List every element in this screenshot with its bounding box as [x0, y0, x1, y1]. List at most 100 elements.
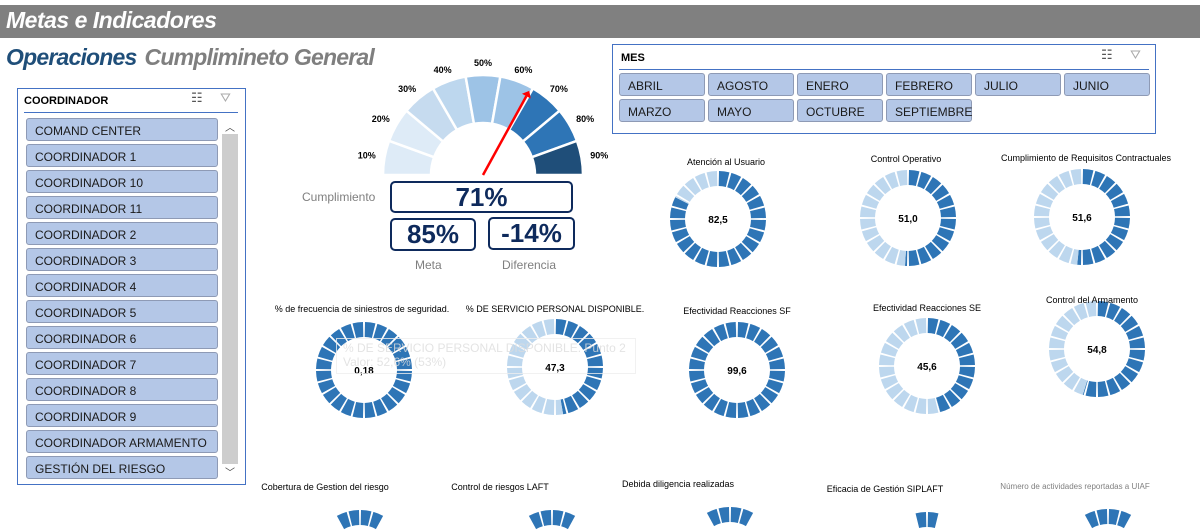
scroll-down-icon[interactable]: ﹀: [225, 468, 235, 479]
coordinador-item[interactable]: COORDINADOR 10: [26, 170, 218, 193]
donut-segment: [1055, 315, 1074, 332]
mes-item[interactable]: ENERO: [797, 73, 883, 96]
gauge-tick-label: 10%: [358, 151, 376, 161]
mes-item[interactable]: AGOSTO: [708, 73, 794, 96]
multi-select-icon[interactable]: ☷: [191, 91, 203, 106]
area-title: Operaciones: [6, 44, 137, 70]
donut-segment: [925, 241, 942, 260]
donut-segment: [917, 171, 932, 190]
donut-segment: [1110, 226, 1129, 241]
clear-filter-icon[interactable]: ⛛: [220, 91, 231, 106]
donut-segment: [676, 185, 695, 202]
donut-segment: [316, 358, 332, 370]
multi-select-icon[interactable]: ☷: [1101, 48, 1113, 63]
donut-segment: [689, 358, 705, 370]
donut-segment: [1040, 183, 1059, 200]
donut-title: Cumplimiento de Requisitos Contractuales: [1000, 153, 1172, 163]
mes-item[interactable]: MAYO: [708, 99, 794, 122]
donut-segment: [675, 195, 690, 205]
donut-segment: [1105, 234, 1124, 251]
donut-title: Control Operativo: [870, 154, 942, 164]
donut-title: Efectividad Reacciones SE: [872, 303, 982, 313]
donut-segment: [950, 332, 969, 349]
coordinador-item[interactable]: COORDINADOR 6: [26, 326, 218, 349]
mes-item[interactable]: SEPTIEMBRE: [886, 99, 972, 122]
donut-segment: [369, 511, 384, 530]
donut-segment: [392, 346, 411, 361]
donut-segment: [725, 322, 737, 338]
donut-segment: [940, 206, 956, 218]
scroll-thumb[interactable]: [222, 134, 238, 464]
donut-segment: [1077, 249, 1082, 265]
donut-title: % de frecuencia de siniestros de segurid…: [274, 304, 450, 314]
donut-segment: [684, 177, 701, 196]
donut-value: 51,6: [1072, 213, 1092, 224]
scroll-up-icon[interactable]: ︿: [225, 123, 235, 134]
mes-item[interactable]: FEBRERO: [886, 73, 972, 96]
donut-segment: [735, 177, 752, 196]
donut-segment: [741, 185, 760, 202]
donut-title: Atención al Usuario: [686, 157, 766, 167]
donut-segment: [1085, 381, 1097, 397]
coordinador-item[interactable]: COORDINADOR 8: [26, 378, 218, 401]
donut-segment: [880, 375, 899, 390]
page-title: Metas e Indicadores: [6, 7, 217, 33]
donut-segment: [860, 218, 876, 230]
donut-segment: [670, 207, 686, 219]
coordinador-item[interactable]: COORDINADOR ARMAMENTO: [26, 430, 218, 453]
donut-segment: [903, 394, 918, 413]
donut-segment: [1120, 315, 1139, 332]
coordinador-item[interactable]: COMAND CENTER: [26, 118, 218, 141]
mes-item[interactable]: ABRIL: [619, 73, 705, 96]
coordinador-item[interactable]: COORDINADOR 1: [26, 144, 218, 167]
mes-item[interactable]: OCTUBRE: [797, 99, 883, 122]
donut-segment: [684, 242, 701, 261]
donut-segment: [528, 511, 543, 530]
donut-segment: [507, 355, 523, 367]
donut-segment: [330, 393, 347, 412]
slicer-title: MES: [621, 52, 645, 64]
donut-segment: [741, 236, 760, 253]
donut-segment: [694, 172, 709, 191]
gauge-tick-label: 70%: [550, 84, 568, 94]
scrollbar[interactable]: ︿ ﹀: [222, 117, 238, 479]
coordinador-item[interactable]: COORDINADOR 4: [26, 274, 218, 297]
donut-segment: [671, 228, 690, 243]
diferencia-label: Diferencia: [502, 258, 557, 272]
coordinador-item[interactable]: COORDINADOR 11: [26, 196, 218, 219]
coordinador-item[interactable]: COORDINADOR 3: [26, 248, 218, 271]
coordinador-item[interactable]: COORDINADOR 7: [26, 352, 218, 375]
donut-segment: [352, 402, 364, 418]
gauge-tick-label: 50%: [474, 58, 492, 68]
donut-segment: [927, 398, 939, 414]
donut-segment: [1063, 307, 1080, 326]
donut-segment: [893, 324, 910, 343]
mes-item[interactable]: JUNIO: [1064, 73, 1150, 96]
donut-segment: [1070, 249, 1079, 265]
donut-segment: [694, 247, 709, 266]
donut-segment: [706, 251, 718, 267]
clear-filter-icon[interactable]: ⛛: [1130, 48, 1141, 63]
donut-segment: [885, 383, 904, 400]
coordinador-item[interactable]: COORDINADOR 2: [26, 222, 218, 245]
donut-segment: [396, 358, 412, 370]
donut-segment: [915, 512, 927, 528]
donut-segment: [1105, 183, 1124, 200]
donut-segment: [874, 176, 891, 195]
donut-segment: [560, 399, 567, 415]
donut-segment: [330, 328, 347, 347]
cumplimiento-label: Cumplimiento: [302, 190, 376, 204]
coordinador-item[interactable]: COORDINADOR 5: [26, 300, 218, 323]
donut-segment: [1114, 217, 1130, 229]
donut-segment: [1097, 301, 1109, 317]
gauge-tick-label: 80%: [576, 114, 594, 124]
donut-value: 54,8: [1087, 345, 1107, 356]
donut-segment: [730, 507, 742, 523]
donut-title: Número de actividades reportadas a UIAF: [1000, 482, 1150, 491]
donut-segment: [754, 393, 771, 412]
coordinador-item[interactable]: GESTIÓN DEL RIESGO: [26, 456, 218, 479]
mes-item[interactable]: MARZO: [619, 99, 705, 122]
coordinador-item[interactable]: COORDINADOR 9: [26, 404, 218, 427]
mes-item[interactable]: JULIO: [975, 73, 1061, 96]
gauge-needle: [481, 95, 528, 176]
